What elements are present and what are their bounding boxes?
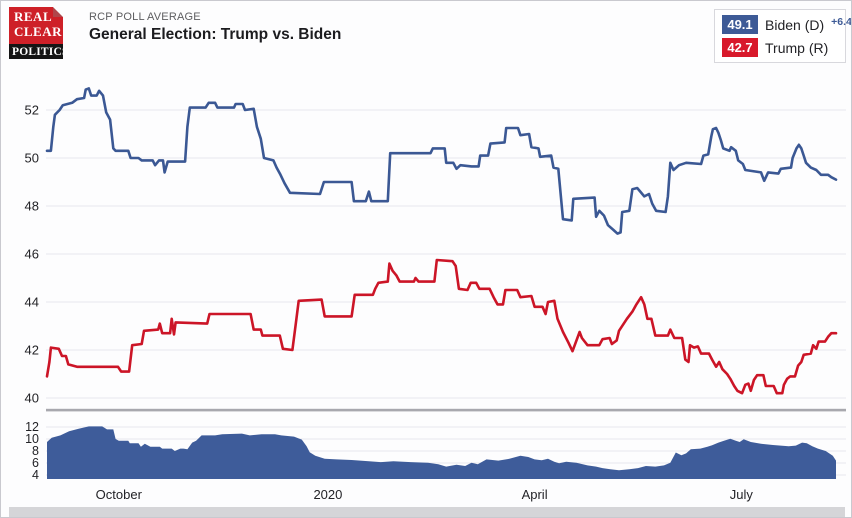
logo-word-politics: POLITICS xyxy=(9,44,68,59)
spread-y-tick-label: 6 xyxy=(32,456,39,470)
spread-y-tick-label: 4 xyxy=(32,468,39,482)
legend: 49.1 Biden (D) +6.4 42.7 Trump (R) xyxy=(714,9,851,63)
main-y-tick-label: 46 xyxy=(25,247,39,262)
biden-label: Biden (D) xyxy=(765,16,825,33)
trump-label: Trump (R) xyxy=(765,39,829,56)
biden-line xyxy=(45,87,838,235)
main-y-tick-label: 40 xyxy=(25,391,39,406)
trump-line xyxy=(45,258,838,395)
rcp-logo[interactable]: REAL CLEAR POLITICS xyxy=(9,7,68,59)
x-tick-label: 2020 xyxy=(313,487,342,502)
horizontal-scrollbar[interactable] xyxy=(9,507,845,517)
biden-spread-value: +6.4 xyxy=(831,15,852,28)
trump-value-badge: 42.7 xyxy=(722,38,758,57)
main-y-tick-label: 52 xyxy=(25,103,39,118)
biden-value-badge: 49.1 xyxy=(722,15,758,34)
spread-area xyxy=(47,426,836,479)
spread-y-tick-label: 12 xyxy=(25,420,39,434)
spread-y-tick-label: 10 xyxy=(25,432,39,446)
panel-divider xyxy=(46,408,846,412)
main-y-tick-label: 48 xyxy=(25,199,39,214)
logo-word-clear: CLEAR xyxy=(14,23,63,39)
page-title: General Election: Trump vs. Biden xyxy=(89,26,342,43)
legend-row-trump: 42.7 Trump (R) xyxy=(722,38,838,57)
legend-row-biden: 49.1 Biden (D) +6.4 xyxy=(722,15,851,34)
main-y-tick-label: 44 xyxy=(25,295,39,310)
logo-word-real: REAL xyxy=(14,9,53,24)
x-axis-labels: October 2020 April July xyxy=(96,487,754,502)
kicker: RCP POLL AVERAGE xyxy=(89,11,201,23)
main-y-tick-label: 50 xyxy=(25,151,39,166)
x-tick-label: October xyxy=(96,487,143,502)
spread-y-tick-label: 8 xyxy=(32,444,39,458)
x-tick-label: April xyxy=(522,487,548,502)
x-tick-label: July xyxy=(730,487,754,502)
main-y-tick-label: 42 xyxy=(25,343,39,358)
